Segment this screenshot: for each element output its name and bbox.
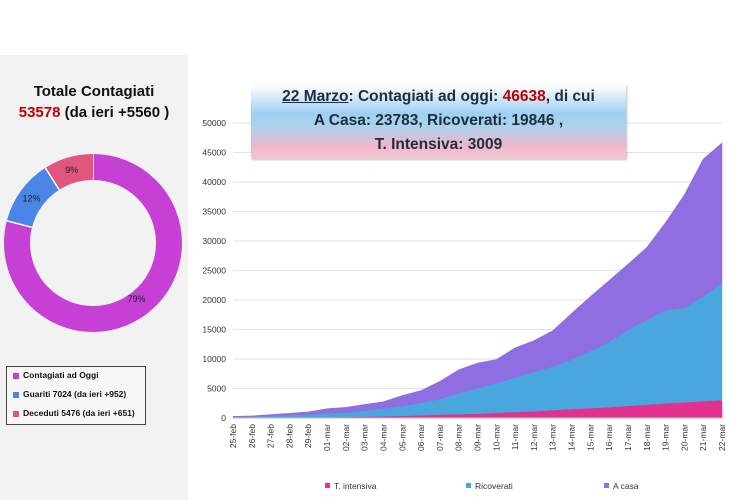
x-tick-label: 03-mar (360, 424, 370, 451)
x-tick-label: 21-mar (698, 424, 708, 451)
x-tick-label: 09-mar (473, 424, 483, 451)
legend-label-series-1: Ricoverati (475, 481, 513, 491)
banner-date: 22 Marzo (282, 88, 349, 105)
donut-chart: 79% 12% 9% (4, 154, 182, 332)
x-tick-label: 28-feb (284, 424, 294, 448)
x-tick-label: 14-mar (567, 424, 577, 451)
donut-legend: Contagiati ad Oggi Guariti 7024 (da ieri… (6, 366, 146, 425)
x-tick-label: 29-feb (303, 424, 313, 448)
y-tick-label: 10000 (202, 354, 226, 364)
legend-swatch-guariti (13, 391, 19, 398)
legend-swatch-contagiati (13, 372, 19, 379)
x-tick-label: 13-mar (548, 424, 558, 451)
x-tick-label: 10-mar (491, 424, 501, 451)
donut-slice-2 (4, 154, 182, 332)
x-tick-label: 06-mar (416, 424, 426, 451)
x-tick-label: 22-mar (717, 424, 727, 451)
legend-item-deceduti: Deceduti 5476 (da ieri +651) (13, 407, 135, 420)
x-tick-label: 20-mar (679, 424, 689, 451)
x-tick-label: 12-mar (529, 424, 539, 451)
x-tick-label: 19-mar (661, 424, 671, 451)
banner-line1-value: 46638 (502, 88, 546, 105)
x-tick-label: 16-mar (604, 424, 614, 451)
x-tick-label: 18-mar (642, 424, 652, 451)
x-tick-label: 17-mar (623, 424, 633, 451)
y-tick-label: 40000 (202, 177, 226, 187)
y-tick-label: 15000 (202, 325, 226, 335)
x-tick-label: 15-mar (585, 424, 595, 451)
total-title: Totale Contagiati (33, 83, 155, 100)
legend-swatch-series-0 (325, 483, 330, 488)
x-tick-label: 11-mar (510, 424, 520, 450)
x-tick-label: 07-mar (435, 424, 445, 451)
donut-separator-2 (44, 167, 60, 191)
total-subtitle: 53578 (da ieri +5560 ) (0, 104, 188, 121)
legend-label-guariti: Guariti 7024 (da ieri +952) (23, 389, 127, 399)
legend-item-guariti: Guariti 7024 (da ieri +952) (13, 388, 126, 401)
legend-label-contagiati: Contagiati ad Oggi (23, 370, 99, 380)
donut-label-2: 9% (65, 165, 78, 175)
y-tick-label: 50000 (202, 118, 226, 128)
x-tick-label: 01-mar (322, 424, 332, 451)
x-tick-label: 05-mar (397, 424, 407, 451)
legend-swatch-series-2 (604, 483, 609, 488)
legend-swatch-series-1 (466, 483, 471, 488)
total-note: (da ieri +5560 ) (60, 104, 170, 121)
donut-label-1: 12% (23, 193, 41, 203)
x-tick-label: 25-feb (228, 424, 238, 448)
banner-line-2: A Casa: 23783, Ricoverati: 19846 , (313, 112, 564, 129)
y-tick-label: 20000 (202, 295, 226, 305)
y-tick-label: 30000 (202, 236, 226, 246)
total-value: 53578 (18, 104, 61, 121)
banner-line-3: T. Intensiva: 3009 (374, 136, 503, 153)
y-tick-label: 0 (221, 413, 226, 423)
y-tick-label: 5000 (207, 384, 226, 394)
donut-separator-1 (6, 220, 33, 229)
chart-banner: 22 Marzo: Contagiati ad oggi: 46638, di … (251, 85, 626, 159)
area-series-2 (232, 142, 723, 418)
x-tick-label: 27-feb (266, 424, 276, 448)
legend-label-deceduti: Deceduti 5476 (da ieri +651) (23, 408, 135, 418)
x-tick-label: 26-feb (247, 424, 257, 448)
x-tick-label: 02-mar (341, 424, 351, 451)
y-tick-label: 25000 (202, 266, 226, 276)
legend-label-series-0: T. intensiva (334, 481, 377, 491)
banner-line-1: 22 Marzo: Contagiati ad oggi: 46638, di … (251, 85, 626, 109)
banner-line1-text: : Contagiati ad oggi: (348, 88, 503, 105)
y-tick-label: 35000 (202, 207, 226, 217)
legend-label-series-2: A casa (613, 481, 639, 491)
donut-label-0: 79% (128, 294, 146, 304)
x-tick-label: 04-mar (378, 424, 388, 451)
banner-line1-tail: , di cui (545, 88, 595, 105)
legend-item-contagiati: Contagiati ad Oggi (13, 369, 99, 382)
x-tick-label: 08-mar (454, 424, 464, 451)
y-tick-label: 45000 (202, 148, 226, 158)
legend-swatch-deceduti (13, 410, 19, 417)
